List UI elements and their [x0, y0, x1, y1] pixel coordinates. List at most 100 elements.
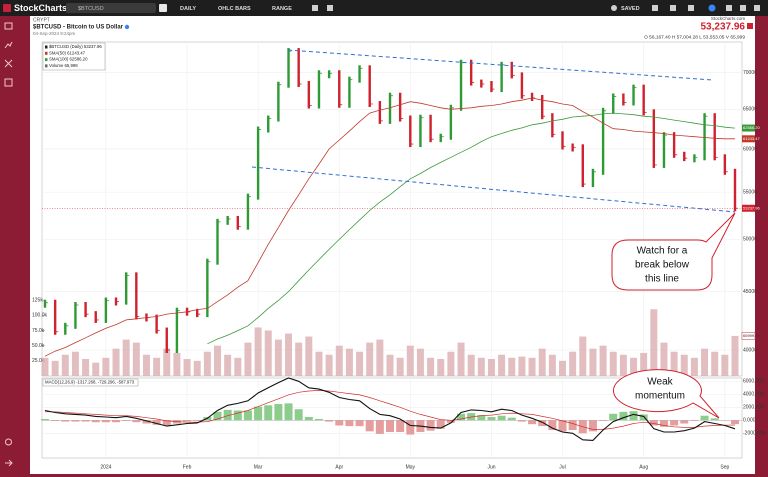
sma-line: [44, 97, 735, 357]
macd-histogram-bar: [274, 404, 283, 421]
volume-tick-label: 125k: [32, 297, 43, 303]
sidebar-icon[interactable]: [4, 59, 13, 68]
volume-tick-label: 75.0k: [32, 328, 45, 334]
toolbar-icon[interactable]: [327, 5, 333, 11]
momentum-callout: [613, 369, 720, 419]
price-bar: [94, 311, 97, 323]
volume-bar: [132, 342, 140, 376]
toolbar-icon[interactable]: [754, 5, 760, 11]
toolbar-icon[interactable]: [688, 5, 694, 11]
macd-histogram-bar: [345, 420, 354, 427]
volume-bar: [589, 348, 597, 376]
toolbar-item[interactable]: RANGE: [272, 6, 292, 12]
volume-bar: [701, 348, 709, 376]
price-bar: [256, 126, 260, 200]
macd-histogram-bar: [588, 420, 597, 432]
volume-bar: [690, 357, 698, 376]
toolbar-icon[interactable]: [726, 5, 732, 11]
macd-histogram-bar: [233, 410, 242, 421]
search-box[interactable]: [66, 3, 156, 13]
toolbar-icon[interactable]: [611, 5, 617, 11]
volume-bar: [142, 354, 150, 376]
volume-bar: [498, 354, 506, 376]
price-bar: [409, 115, 412, 148]
price-bar: [449, 104, 453, 140]
volume-bar: [183, 359, 191, 376]
price-bar: [165, 327, 168, 353]
price-bar: [267, 115, 270, 133]
price-bar: [672, 132, 676, 158]
macd-histogram-bar: [639, 414, 648, 421]
macd-histogram-bar: [284, 403, 293, 421]
macd-histogram-bar: [731, 420, 739, 425]
price-bar: [53, 299, 57, 335]
y-tick-label: 2000.000: [743, 405, 764, 411]
volume-bar: [477, 357, 485, 376]
macd-histogram-bar: [426, 420, 435, 431]
trendline-lower: [251, 166, 736, 213]
macd-histogram-bar: [335, 420, 344, 426]
toolbar-icon[interactable]: [312, 5, 318, 11]
y-tick-label: 4000.000: [743, 392, 764, 398]
macd-histogram-bar: [477, 415, 486, 421]
price-bar: [297, 48, 300, 88]
break-callout: [611, 212, 736, 291]
sidebar-icon[interactable]: [4, 41, 13, 49]
macd-histogram-bar: [132, 420, 141, 423]
volume-bar: [619, 354, 627, 376]
volume-bar: [680, 354, 688, 376]
price-bar: [703, 113, 706, 161]
toolbar-icons: [312, 4, 760, 12]
price-bar: [287, 48, 290, 88]
toolbar-item[interactable]: OHLC BARS: [218, 6, 251, 12]
price-bar: [713, 113, 716, 161]
price-bar: [662, 132, 666, 168]
info-icon[interactable]: [124, 24, 130, 30]
y-tick-label: 6000.000: [743, 379, 764, 385]
add-button[interactable]: [159, 4, 167, 12]
search-text[interactable]: $BTCUSD: [78, 6, 104, 12]
volume-tag-label: 65999.00: [743, 333, 760, 338]
toolbar-icon[interactable]: [708, 4, 716, 12]
volume-bar: [335, 345, 343, 376]
macd-histogram-bar: [213, 411, 222, 421]
toolbar-icon[interactable]: [670, 5, 676, 11]
legend-entry: $BTCUSD (Daily) 53237.96: [49, 44, 102, 49]
macd-histogram-bar: [122, 420, 131, 421]
callout-text: this line: [645, 274, 679, 285]
toolbar-item[interactable]: DAILY: [180, 6, 196, 12]
volume-tick-label: 100.0k: [32, 313, 48, 319]
macd-histogram-bar: [487, 417, 496, 421]
saved-status[interactable]: SAVED: [621, 6, 640, 12]
sidebar-icon[interactable]: [4, 22, 13, 30]
volume-bar: [122, 339, 130, 376]
price-bar: [74, 302, 77, 329]
macd-histogram-bar: [304, 417, 313, 421]
macd-histogram-bar: [457, 413, 466, 421]
toolbar-icon[interactable]: [652, 5, 658, 11]
volume-tick-label: 50.0k: [32, 343, 45, 349]
sidebar-icon[interactable]: [5, 459, 13, 467]
price-bar: [196, 308, 199, 318]
x-tick-label: Apr: [335, 464, 343, 470]
macd-histogram-bar: [497, 415, 506, 421]
macd-histogram-bar: [629, 411, 638, 421]
volume-tag: [741, 332, 756, 340]
signal-line: [45, 390, 736, 430]
volume-bar: [193, 360, 201, 376]
price-bar: [490, 81, 493, 93]
volume-bar: [406, 345, 414, 376]
sidebar-icon[interactable]: [5, 438, 12, 446]
toolbar-icon[interactable]: [740, 5, 746, 11]
volume-bar: [102, 357, 110, 376]
legend-swatch: [45, 45, 48, 49]
macd-title: MACD(12,26,9) -1317.268, -729.296, -587.…: [45, 380, 135, 385]
logo[interactable]: StockCharts: [14, 3, 67, 13]
price-bar: [561, 131, 564, 150]
legend-swatch: [45, 58, 48, 62]
price-bar: [277, 81, 280, 122]
sidebar-icon[interactable]: [4, 78, 13, 87]
price-bar: [236, 215, 239, 230]
logo-icon: [3, 4, 11, 12]
legend-swatch: [45, 64, 48, 68]
